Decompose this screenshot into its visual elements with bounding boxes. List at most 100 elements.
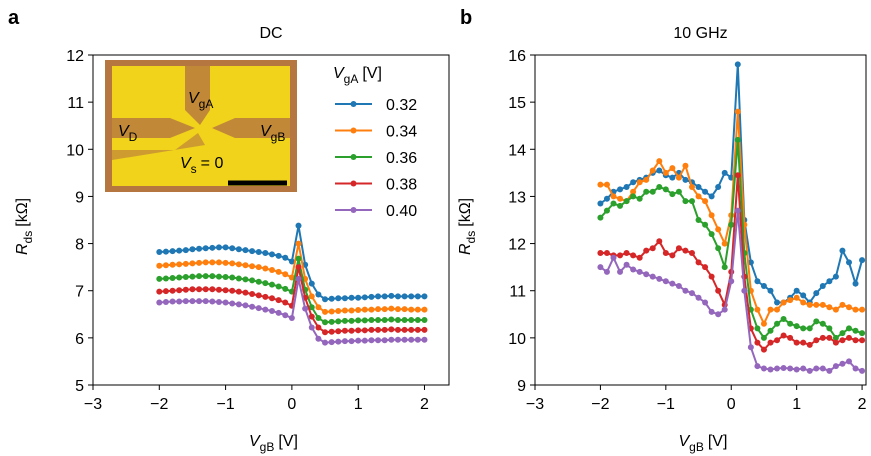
data-point [381, 293, 388, 300]
data-point [381, 326, 388, 333]
label: VgB [V] [679, 433, 728, 454]
data-point [249, 291, 256, 298]
data-point [630, 179, 637, 186]
data-point [368, 306, 375, 313]
data-point [242, 289, 249, 296]
data-point [715, 287, 722, 294]
data-point [394, 316, 401, 323]
data-point [348, 294, 355, 301]
data-point [734, 136, 741, 143]
data-point [408, 316, 415, 323]
data-point [780, 332, 787, 339]
data-point [819, 365, 826, 372]
data-point [793, 323, 800, 330]
data-point [747, 259, 754, 266]
data-point [222, 259, 229, 266]
data-point [182, 286, 189, 293]
data-point [408, 336, 415, 343]
data-point [381, 316, 388, 323]
data-point [754, 325, 761, 332]
data-point [408, 293, 415, 300]
data-point [375, 326, 382, 333]
data-point [721, 169, 728, 176]
data-point [780, 365, 787, 372]
label: Rds [kΩ] [14, 198, 35, 255]
data-point [328, 328, 335, 335]
data-point [610, 200, 617, 207]
data-point [169, 261, 176, 268]
data-point [721, 306, 728, 313]
legend-marker [350, 180, 357, 187]
data-point [800, 325, 807, 332]
data-point [209, 244, 216, 251]
data-point [249, 248, 256, 255]
data-point [335, 295, 342, 302]
data-point [308, 293, 315, 300]
y-tick-label: 6 [75, 331, 84, 348]
data-point [826, 304, 833, 311]
data-point [721, 264, 728, 271]
x-tick-label: 2 [858, 396, 867, 413]
data-point [162, 299, 169, 306]
data-point [682, 247, 689, 254]
data-point [308, 313, 315, 320]
data-point [859, 367, 866, 374]
x-tick-label: −1 [216, 396, 234, 413]
data-point [617, 268, 624, 275]
data-point [747, 344, 754, 351]
data-point [229, 274, 236, 281]
data-point [189, 298, 196, 305]
data-point [222, 287, 229, 294]
data-point [780, 316, 787, 322]
inset-lead [185, 66, 210, 125]
data-point [328, 339, 335, 346]
data-point [328, 308, 335, 315]
data-point [196, 298, 203, 305]
plot-frame [92, 54, 450, 386]
data-point [355, 307, 362, 314]
data-point [695, 217, 702, 223]
data-point [630, 193, 637, 200]
data-point [734, 61, 741, 68]
data-point [169, 248, 176, 255]
data-point [708, 273, 715, 280]
data-point [156, 275, 163, 282]
x-tick-label: 0 [287, 396, 296, 413]
label-sub: ds [21, 231, 35, 244]
legend-label: 0.34 [386, 124, 417, 141]
inset-photo [105, 60, 297, 192]
data-point [682, 198, 689, 205]
data-point [235, 246, 242, 253]
data-point [262, 250, 269, 256]
data-point [242, 247, 249, 254]
data-point [368, 326, 375, 333]
data-point [715, 311, 722, 318]
data-point [235, 288, 242, 295]
y-tick-label: 5 [75, 378, 84, 395]
data-point [852, 280, 859, 287]
data-point [196, 286, 203, 293]
data-point [839, 337, 846, 344]
data-point [341, 307, 348, 314]
data-point [275, 297, 282, 304]
label-sub: gB [271, 130, 286, 144]
data-point [361, 337, 368, 344]
data-point [623, 261, 630, 268]
data-point [845, 304, 852, 311]
data-point [688, 290, 695, 297]
y-tick-label: 11 [509, 284, 526, 301]
data-point [813, 301, 820, 308]
data-point [774, 320, 781, 327]
data-point [708, 193, 715, 200]
data-point [793, 366, 800, 373]
data-point [715, 245, 722, 252]
data-point [649, 188, 656, 195]
data-point [610, 254, 617, 261]
label-unit: [kΩ] [457, 198, 474, 227]
data-point [189, 286, 196, 293]
data-point [222, 244, 229, 251]
data-point [215, 286, 222, 293]
data-point [603, 250, 610, 256]
data-point [630, 252, 637, 259]
data-point [255, 305, 262, 312]
